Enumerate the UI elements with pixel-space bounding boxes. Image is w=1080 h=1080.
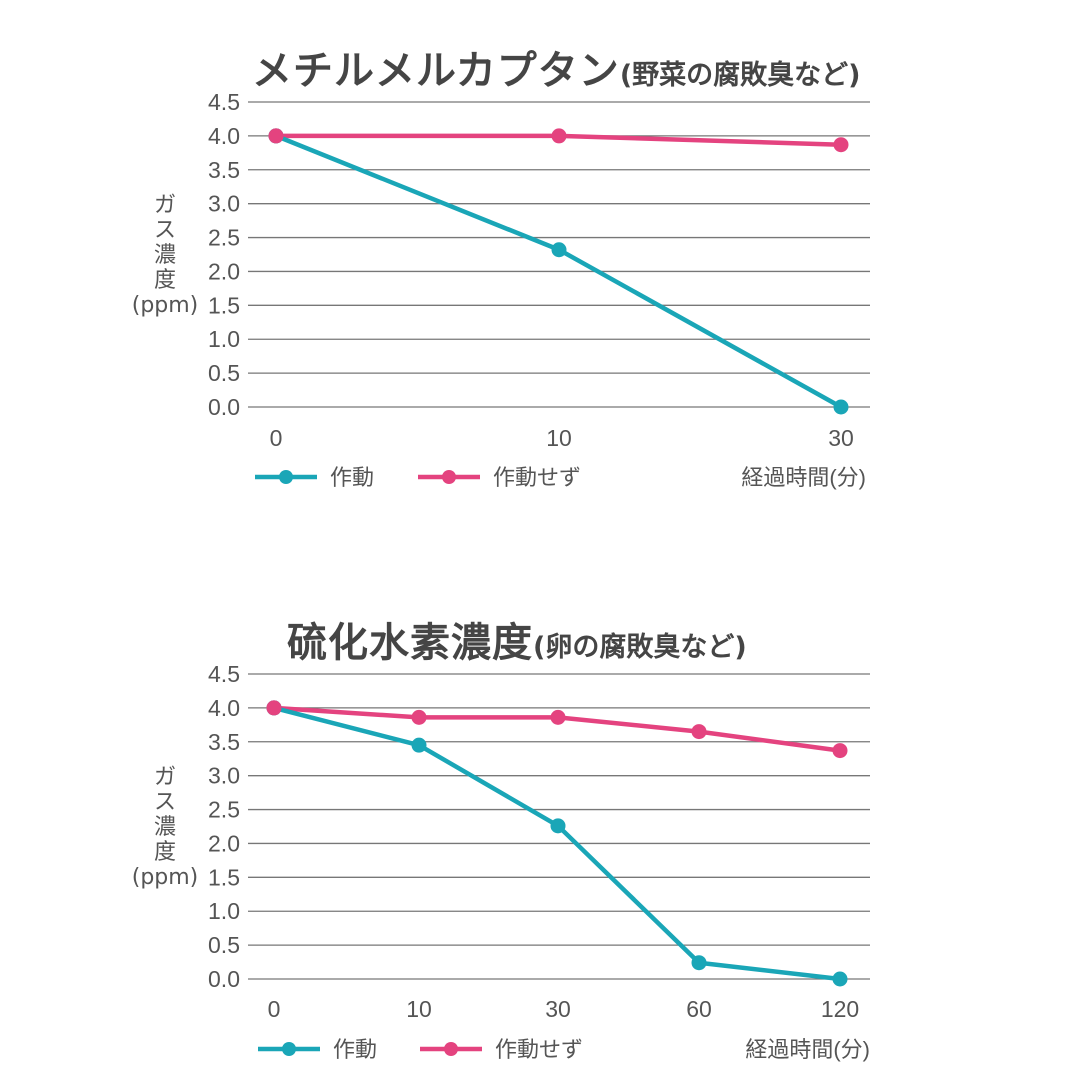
y-tick-label: 0.5 [208,360,240,386]
y-label-line: ガ [153,765,176,790]
y-tick-label: 3.0 [208,191,240,217]
data-point [832,743,848,759]
y-tick-label: 0.0 [208,966,240,992]
chart-title-sub: (野菜の腐敗臭など) [619,60,861,91]
data-point [691,724,707,740]
legend-marker-icon [444,1042,458,1056]
chart-hydrogen-sulfide: 硫化水素濃度(卵の腐敗臭など) ガ ス 濃 度 (ppm) 4.5 4.0 3.5 3… [0,540,1080,1080]
y-tick-label: 1.5 [208,864,240,890]
chart-title-main: 硫化水素濃度 [287,620,533,666]
data-point [411,737,427,753]
data-point [551,128,567,144]
y-tick-label: 2.0 [208,830,240,856]
data-point [411,709,427,725]
y-label-line: 濃 [153,243,176,268]
data-point [691,955,707,971]
legend-marker-icon [442,470,456,484]
y-tick-label: 4.0 [208,123,240,149]
data-point [832,971,848,987]
chart-title-main: メチルメルカプタン [252,48,620,94]
x-tick-label: 60 [686,996,712,1022]
legend-label: 作動 [333,1037,377,1062]
x-tick-label: 120 [821,996,859,1022]
data-point [833,399,849,415]
chart-title: メチルメルカプタン(野菜の腐敗臭など) [252,38,861,96]
y-label-line: ガ [153,193,176,218]
y-tick-label: 1.0 [208,898,240,924]
y-tick-label: 1.5 [208,292,240,318]
x-axis-label: 経過時間(分) [741,465,866,490]
plot-area: 4.5 4.0 3.5 3.0 2.5 2.0 1.5 1.0 0.5 0.0 0 10 30 作動 作動せ… [208,89,870,490]
chart-title: 硫化水素濃度(卵の腐敗臭など) [287,610,747,668]
y-axis-label: ガ ス 濃 度 (ppm) [126,193,204,318]
x-tick-label: 10 [546,425,572,451]
legend-label: 作動 [330,465,374,490]
data-point [550,709,566,725]
y-label-line: ス [153,790,176,815]
y-label-line: (ppm) [131,865,199,890]
legend-item-inactive: 作動せず [420,1037,583,1062]
y-tick-label: 3.5 [208,157,240,183]
data-point [833,137,849,153]
legend-marker-icon [279,470,293,484]
y-tick-label: 4.5 [208,89,240,115]
legend-label: 作動せず [493,465,581,490]
x-tick-label: 30 [828,425,854,451]
y-tick-label: 1.0 [208,326,240,352]
y-tick-label: 2.5 [208,225,240,251]
plot-area: 4.5 4.0 3.5 3.0 2.5 2.0 1.5 1.0 0.5 0.0 0 10 30 60 120… [208,661,870,1062]
legend-marker-icon [282,1042,296,1056]
y-tick-label: 3.0 [208,763,240,789]
data-point [550,818,566,834]
x-tick-label: 0 [268,996,281,1022]
y-tick-label: 0.0 [208,394,240,420]
x-tick-label: 0 [270,425,283,451]
chart-methyl-mercaptan: メチルメルカプタン(野菜の腐敗臭など) ガ ス 濃 度 (ppm) 4.5 4.0… [126,38,870,490]
y-label-line: 度 [153,840,176,865]
y-label-line: ス [153,218,176,243]
data-point [551,242,567,258]
y-tick-label: 2.5 [208,797,240,823]
legend-item-active: 作動 [258,1037,377,1062]
y-label-line: (ppm) [131,293,199,318]
y-tick-label: 2.0 [208,258,240,284]
legend-label: 作動せず [495,1037,583,1062]
y-label-line: 度 [153,268,176,293]
data-point [268,128,284,144]
y-tick-label: 3.5 [208,729,240,755]
y-axis-label: ガ ス 濃 度 (ppm) [126,765,204,890]
x-tick-label: 10 [406,996,432,1022]
legend-item-active: 作動 [255,465,374,490]
chart-title-sub: (卵の腐敗臭など) [533,632,747,663]
x-tick-label: 30 [545,996,571,1022]
legend-item-inactive: 作動せず [418,465,581,490]
y-label-line: 濃 [153,815,176,840]
y-tick-label: 4.5 [208,661,240,687]
y-tick-label: 4.0 [208,695,240,721]
y-tick-label: 0.5 [208,932,240,958]
x-axis-label: 経過時間(分) [745,1037,870,1062]
data-point [266,700,282,716]
